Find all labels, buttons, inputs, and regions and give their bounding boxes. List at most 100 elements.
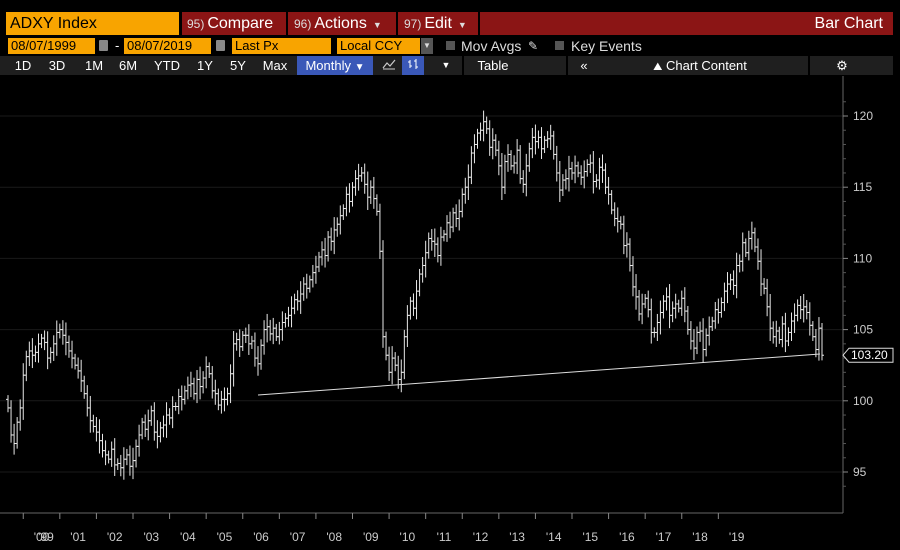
ohlc-bar	[752, 227, 757, 253]
period-ytd-button[interactable]: YTD	[154, 58, 180, 73]
last-value-marker	[842, 347, 894, 363]
ohlc-bar	[249, 335, 254, 349]
ohlc-bar	[179, 385, 184, 411]
ohlc-bar	[533, 124, 538, 155]
ohlc-bar	[240, 331, 245, 351]
ohlc-bar	[521, 170, 526, 193]
bar-chart-icon[interactable]	[402, 56, 424, 75]
ohlc-bar	[801, 294, 806, 323]
ohlc-bar	[627, 238, 632, 272]
mov-avgs-checkbox[interactable]	[446, 41, 455, 50]
x-tick-label: '11	[437, 530, 452, 544]
period-max-button[interactable]: Max	[262, 58, 288, 73]
ohlc-bar	[106, 450, 111, 464]
chart-content-button[interactable]: ⛰ Chart Content	[640, 56, 760, 75]
ohlc-bar	[445, 215, 450, 242]
period-6m-button[interactable]: 6M	[118, 58, 138, 73]
line-chart-icon[interactable]	[378, 56, 400, 75]
period-1d-button[interactable]: 1D	[14, 58, 32, 73]
ohlc-bar	[137, 424, 142, 457]
end-date-input[interactable]: 08/07/2019	[124, 38, 211, 54]
ohlc-bar	[454, 204, 459, 228]
ohlc-bar	[274, 323, 279, 341]
ohlc-bar	[414, 280, 419, 320]
mov-avgs-label: Mov Avgs	[461, 38, 522, 54]
ohlc-bar	[18, 399, 23, 431]
calendar-icon[interactable]	[99, 40, 108, 51]
support-trendline	[257, 353, 821, 396]
ohlc-bar	[667, 284, 672, 329]
ohlc-bar	[804, 299, 809, 320]
chart-bars	[6, 110, 824, 480]
period-1y-button[interactable]: 1Y	[197, 58, 213, 73]
ohlc-bar	[368, 180, 373, 205]
ohlc-bar	[490, 128, 495, 160]
start-date-input[interactable]: 08/07/1999	[8, 38, 95, 54]
currency-select[interactable]: Local CCY	[337, 38, 420, 54]
edit-menu[interactable]: 97) Edit ▼	[404, 12, 467, 35]
ohlc-bar	[399, 359, 404, 393]
ohlc-bar	[130, 447, 135, 480]
ohlc-bar	[524, 153, 529, 197]
last-value-label: 103.20	[851, 348, 888, 362]
ohlc-bar	[36, 333, 41, 363]
ohlc-bar	[198, 366, 203, 400]
pencil-icon[interactable]: ✎	[528, 39, 539, 53]
chevron-down-icon[interactable]: ▼	[441, 60, 451, 70]
ohlc-bar	[27, 341, 32, 367]
y-tick-label: 95	[853, 465, 867, 479]
gear-icon[interactable]: ⚙	[836, 58, 848, 73]
ohlc-bar	[737, 254, 742, 273]
ohlc-bar	[478, 122, 483, 141]
ohlc-bar	[740, 232, 745, 272]
price-field-select[interactable]: Last Px	[232, 38, 331, 54]
ohlc-bar	[786, 327, 791, 347]
ohlc-bar	[746, 230, 751, 261]
ohlc-bar	[743, 238, 748, 257]
ohlc-bar	[146, 409, 151, 441]
ohlc-bar	[277, 321, 282, 345]
last-value-tag: 103.20	[842, 347, 894, 363]
ohlc-bar	[259, 339, 264, 370]
ohlc-bar	[405, 305, 410, 347]
ohlc-bar	[475, 128, 480, 149]
ohlc-bar	[731, 270, 736, 295]
actions-menu[interactable]: 96) Actions ▼	[294, 12, 382, 35]
ohlc-bar	[417, 268, 422, 297]
ohlc-bar	[70, 340, 75, 369]
chevron-down-icon[interactable]: ▼	[421, 38, 433, 54]
ohlc-bar	[265, 313, 270, 343]
x-tick-label: '10	[400, 530, 416, 544]
frequency-select[interactable]: Monthly ▼	[297, 56, 373, 75]
ohlc-bar	[390, 346, 395, 385]
ohlc-bar	[384, 331, 389, 361]
ohlc-bar	[579, 165, 584, 185]
ohlc-bar	[207, 362, 212, 379]
key-events-checkbox[interactable]	[555, 41, 564, 50]
edit-menu-label: Edit	[424, 15, 452, 32]
ohlc-bar	[283, 313, 288, 328]
x-axis: '99'00 '01 '02 '03 '04 '05 '06 '07 '08 '09 '10 '11 '…	[22, 513, 745, 544]
date-range-toolbar: 08/07/1999 - 08/07/2019 Last Px Local CC…	[0, 37, 900, 55]
period-5y-button[interactable]: 5Y	[230, 58, 246, 73]
ohlc-bar	[204, 356, 209, 389]
period-3d-button[interactable]: 3D	[48, 58, 66, 73]
period-1m-button[interactable]: 1M	[84, 58, 104, 73]
calendar-icon[interactable]	[216, 40, 225, 51]
table-button[interactable]: Table	[477, 58, 509, 73]
collapse-left-icon[interactable]: «	[580, 58, 588, 73]
x-tick-label: '07	[290, 530, 306, 544]
ohlc-bar	[612, 202, 617, 227]
x-tick-label: '99	[38, 530, 54, 544]
ohlc-bar	[710, 316, 715, 332]
compare-menu[interactable]: 95) Compare	[187, 12, 273, 35]
ohlc-bar	[682, 287, 687, 323]
ohlc-bar	[350, 182, 355, 207]
ticker-field[interactable]: ADXY Index	[6, 12, 179, 35]
ohlc-bar	[530, 127, 535, 159]
menu-separator	[286, 12, 288, 35]
y-tick-label: 115	[853, 180, 872, 194]
ohlc-bar	[118, 454, 123, 477]
ohlc-bar	[600, 154, 605, 183]
